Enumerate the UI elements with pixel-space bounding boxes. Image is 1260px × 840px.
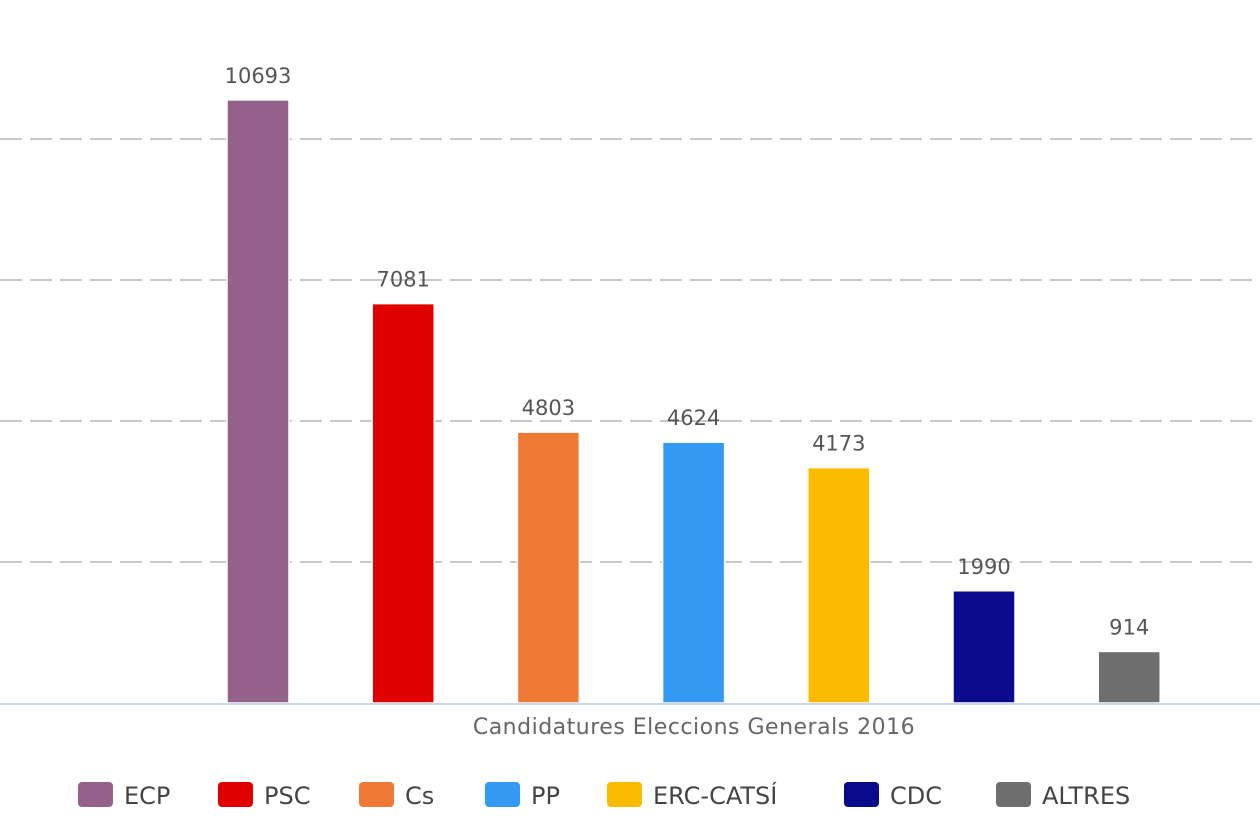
legend-label: ERC-CATSÍ [653, 781, 777, 810]
legend-item-psc[interactable]: PSC [218, 782, 310, 810]
legend-label: ECP [124, 782, 170, 810]
data-label: 914 [1109, 615, 1149, 639]
legend-label: PSC [264, 782, 310, 810]
bar-altres[interactable] [1097, 650, 1161, 704]
legend-item-pp[interactable]: PP [485, 782, 560, 810]
legend-label: PP [531, 782, 560, 810]
gridlines [0, 138, 1260, 563]
legend-item-cdc[interactable]: CDC [844, 782, 942, 810]
bar-pp[interactable] [661, 441, 726, 704]
data-label: 10693 [225, 64, 292, 88]
bar-psc[interactable] [371, 302, 435, 704]
bar-ecp[interactable] [226, 99, 290, 704]
legend-item-cs[interactable]: Cs [359, 782, 434, 810]
legend-swatch [359, 782, 394, 807]
legend-swatch [78, 782, 113, 807]
data-label: 1990 [957, 555, 1010, 579]
data-label: 7081 [376, 268, 429, 292]
legend: ECP PSC Cs PP ERC-CATSÍ CDC ALTRES [78, 781, 1130, 810]
bars: 10693 7081 4803 4624 4173 1990 914 [225, 64, 1161, 704]
legend-swatch [485, 782, 520, 807]
data-label: 4624 [667, 406, 720, 430]
legend-swatch [996, 782, 1031, 807]
legend-swatch [218, 782, 253, 807]
legend-item-altres[interactable]: ALTRES [996, 782, 1130, 810]
bar-cs[interactable] [516, 431, 581, 704]
data-label: 4173 [812, 432, 865, 456]
bar-erc-catsí[interactable] [807, 466, 871, 704]
legend-swatch [844, 782, 879, 807]
legend-item-erc-catsí[interactable]: ERC-CATSÍ [607, 781, 777, 810]
x-axis-label: Candidatures Eleccions Generals 2016 [473, 715, 915, 740]
bar-cdc[interactable] [952, 590, 1016, 704]
legend-swatch [607, 782, 642, 807]
legend-item-ecp[interactable]: ECP [78, 782, 170, 810]
legend-label: ALTRES [1042, 782, 1130, 810]
legend-label: Cs [405, 782, 434, 810]
data-label: 4803 [522, 396, 575, 420]
legend-label: CDC [890, 782, 942, 810]
